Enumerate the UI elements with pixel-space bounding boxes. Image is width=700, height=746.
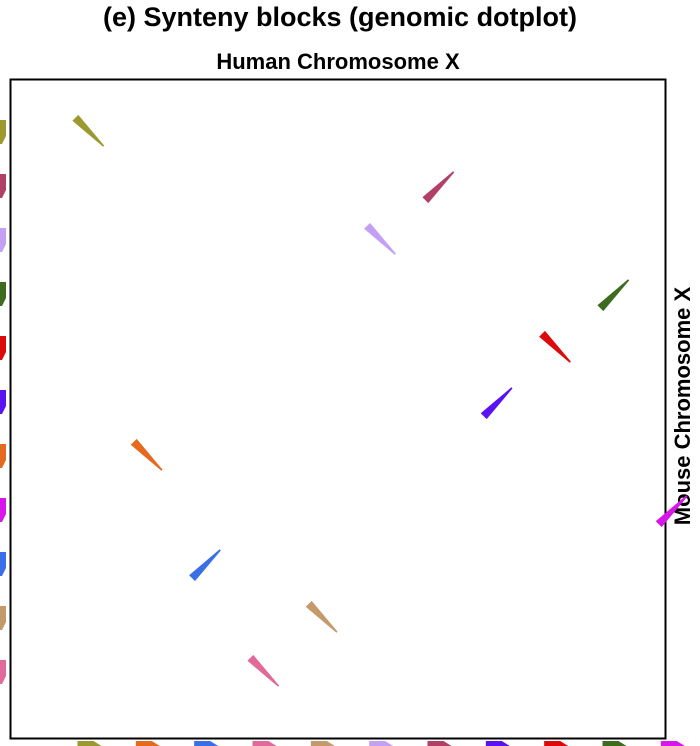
- synteny-block: [189, 549, 221, 582]
- x-axis-marker: [135, 741, 160, 746]
- y-axis-marker: [0, 498, 6, 522]
- x-axis-marker: [544, 741, 569, 746]
- chart-title: (e) Synteny blocks (genomic dotplot): [102, 2, 578, 32]
- y-axis-marker: [0, 444, 6, 468]
- x-axis-markers: [77, 741, 685, 746]
- synteny-block: [480, 387, 513, 420]
- synteny-block: [247, 654, 280, 687]
- synteny-block: [72, 114, 105, 147]
- synteny-block: [305, 600, 338, 633]
- y-axis-marker: [0, 174, 6, 198]
- y-axis-marker: [0, 552, 6, 576]
- synteny-block: [364, 222, 396, 255]
- x-axis-marker: [485, 741, 510, 746]
- y-axis-marker: [0, 336, 6, 360]
- y-axis-marker: [0, 282, 6, 306]
- synteny-block: [422, 171, 455, 204]
- plot-frame: [9, 78, 667, 740]
- synteny-block: [597, 279, 630, 312]
- x-axis-marker: [427, 741, 452, 746]
- y-axis-markers: [0, 120, 6, 684]
- y-axis-marker: [0, 390, 6, 414]
- y-axis-marker: [0, 606, 6, 630]
- x-axis-marker: [194, 741, 219, 746]
- x-axis-marker: [252, 741, 277, 746]
- x-axis-marker: [660, 741, 685, 746]
- x-axis-marker: [369, 741, 394, 746]
- synteny-block: [130, 438, 163, 471]
- x-axis-marker: [77, 741, 102, 746]
- synteny-block: [539, 330, 571, 363]
- y-axis-marker: [0, 228, 6, 252]
- synteny-blocks: [72, 114, 688, 687]
- x-axis-marker: [602, 741, 627, 746]
- synteny-block: [655, 495, 688, 528]
- x-axis-label: Human Chromosome X: [216, 49, 460, 74]
- y-axis-marker: [0, 660, 6, 684]
- y-axis-marker: [0, 120, 6, 144]
- x-axis-marker: [310, 741, 335, 746]
